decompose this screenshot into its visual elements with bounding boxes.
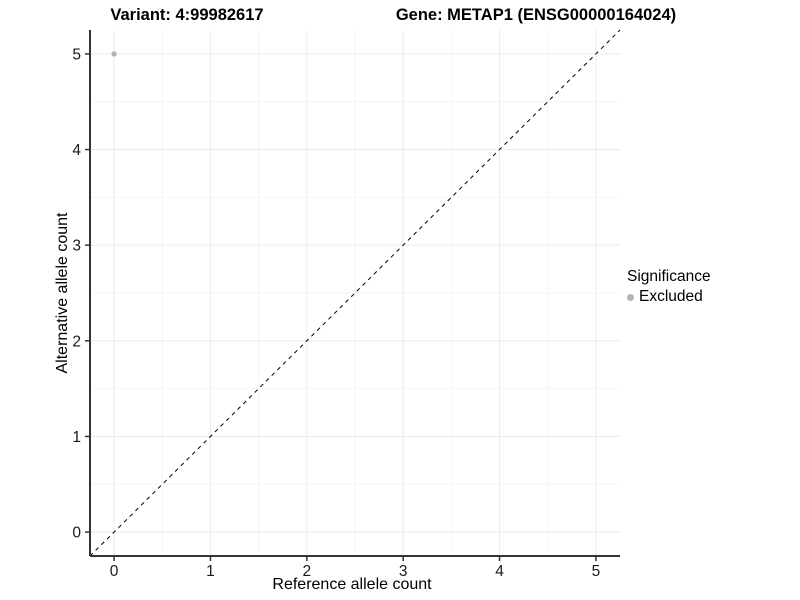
y-tick-label: 1 <box>72 429 81 446</box>
x-tick-label: 0 <box>110 563 119 580</box>
y-tick-label: 3 <box>72 238 81 255</box>
legend-item-label: Excluded <box>639 288 703 305</box>
x-tick-label: 5 <box>592 563 601 580</box>
y-axis-title: Alternative allele count <box>54 212 71 374</box>
legend: Significance Excluded <box>627 268 711 306</box>
data-point <box>111 51 117 57</box>
excluded-point-icon <box>627 293 634 301</box>
legend-title: Significance <box>627 268 711 285</box>
gene-title: Gene: METAP1 (ENSG00000164024) <box>395 6 677 24</box>
y-tick-label: 5 <box>72 46 81 63</box>
y-tick-label: 4 <box>72 142 81 159</box>
y-tick-label: 2 <box>72 333 81 350</box>
x-tick-label: 4 <box>495 563 504 580</box>
legend-item-excluded: Excluded <box>627 288 711 306</box>
x-axis-title: Reference allele count <box>272 576 432 593</box>
x-tick-label: 2 <box>303 563 312 580</box>
variant-title: Variant: 4:99982617 <box>110 6 264 24</box>
x-tick-label: 1 <box>206 563 215 580</box>
x-tick-label: 3 <box>399 563 408 580</box>
y-tick-label: 0 <box>72 525 81 542</box>
